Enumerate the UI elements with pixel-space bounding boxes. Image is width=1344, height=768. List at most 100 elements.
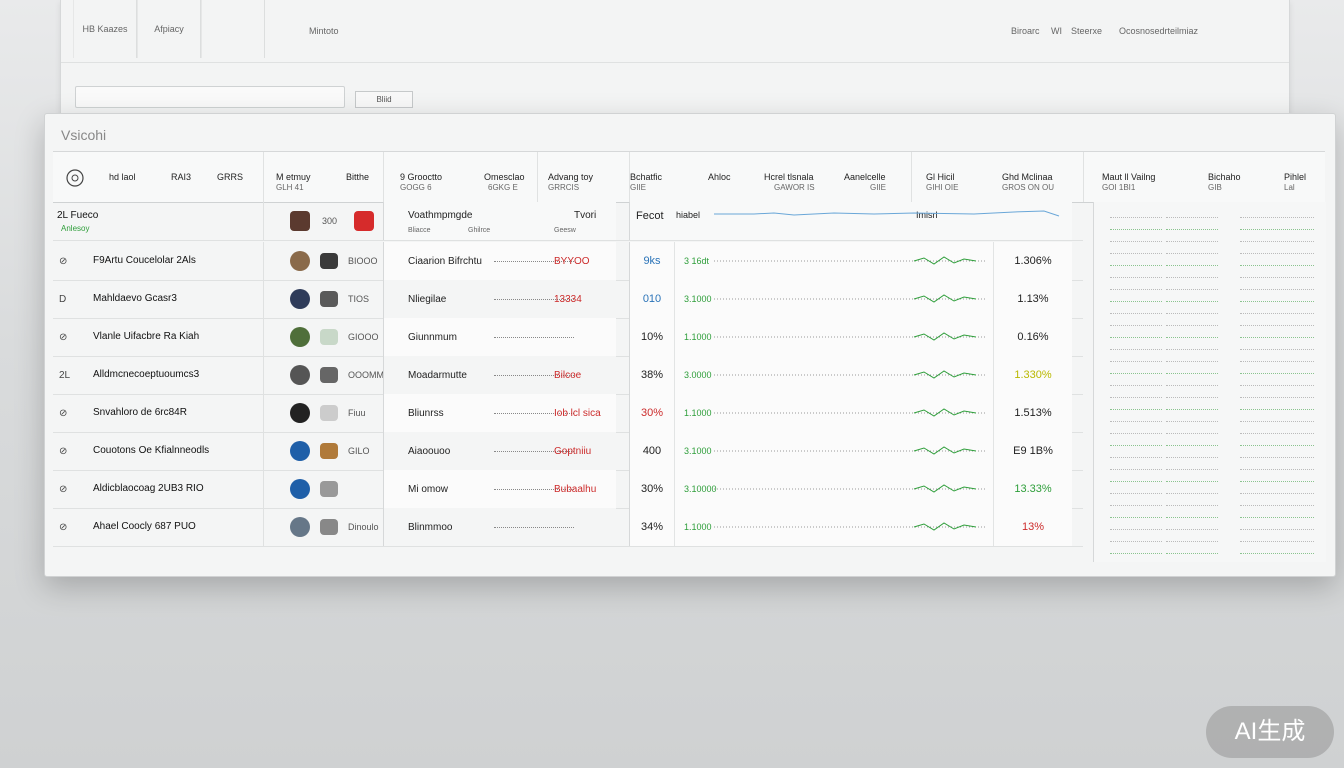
col-header-5[interactable]: Bitthe [346, 172, 370, 182]
row-a-sub-2: Ghilrce [468, 227, 491, 234]
col-header-14-sub: GROS ON OU [1002, 183, 1055, 192]
side-table-line [1240, 326, 1314, 338]
bg-right-label-2: WI [1051, 26, 1062, 36]
row-status-icon[interactable]: D [59, 294, 67, 305]
background-tabs: HB Kaazes Afpiacy [73, 0, 265, 60]
bg-search-input[interactable] [75, 86, 345, 108]
row-b-cell: 010 3.1000 1.13% [629, 280, 1072, 318]
side-table-line [1110, 542, 1162, 554]
row-media-text: 300 [322, 216, 338, 226]
row-b-cell: 34% 1.1000 13% [629, 508, 1072, 546]
bg-tab-2[interactable]: Afpiacy [137, 0, 201, 58]
settings-icon[interactable] [66, 169, 84, 187]
row-lead: 1.1000 [684, 522, 712, 532]
row-media-cell: BIOOO [263, 242, 384, 280]
col-header-9[interactable]: Bchatfic [630, 172, 663, 182]
side-table-line [1110, 434, 1162, 446]
row-status-icon[interactable]: ⊘ [59, 408, 68, 419]
row-name: Mahldaevo Gcasr3 [93, 293, 177, 304]
row-name: Couotons Oe Kfialnneodls [93, 445, 210, 456]
table-row[interactable]: D Mahldaevo Gcasr3 TIOS Nliegilae 13334 … [53, 280, 1083, 319]
col-header-6[interactable]: 9 Grooctto [400, 172, 443, 182]
row-lead: 3.10000 [684, 484, 717, 494]
thumbnail-image [290, 251, 310, 271]
side-table-line [1110, 446, 1162, 458]
col-header-8-sub: GRRCIS [548, 183, 580, 192]
col-header-14[interactable]: Ghd Mclinaa [1002, 172, 1053, 182]
table-row[interactable]: 2L Fueco Anlesoy 300 Voathmpmgde Tvori B… [53, 202, 1083, 241]
side-table-line [1240, 434, 1314, 446]
thumbnail-image [290, 441, 310, 461]
bg-tab-1[interactable]: HB Kaazes [73, 0, 137, 58]
col-header-7[interactable]: Omesclao [484, 172, 525, 182]
row-status-icon[interactable]: ⊘ [59, 484, 68, 495]
side-table-line [1240, 506, 1314, 518]
row-a-cell: Blinmmoo [383, 508, 616, 546]
table-row[interactable]: ⊘ Ahael Coocly 687 PUO Dinoulo Blinmmoo … [53, 508, 1083, 547]
col-header-8[interactable]: Advang toy [548, 172, 594, 182]
row-a-cell: Voathmpmgde Tvori Bliacce Ghilrce Geesw [383, 202, 616, 240]
row-media-text: GIOOO [348, 332, 379, 342]
row-status-icon[interactable]: ⊘ [59, 332, 68, 343]
side-table-line [1240, 386, 1314, 398]
bg-build-button[interactable]: Bliid [355, 91, 413, 108]
col-header-16[interactable]: Bichaho [1208, 172, 1241, 182]
table-row[interactable]: ⊘ F9Artu Coucelolar 2Als BIOOO Ciaarion … [53, 242, 1083, 281]
row-status-icon[interactable]: ⊘ [59, 446, 68, 457]
side-table-line [1166, 434, 1218, 446]
row-val: Imisrl [916, 210, 938, 220]
table-row[interactable]: ⊘ Snvahloro de 6rc84R Fiuu Bliunrss Iob … [53, 394, 1083, 433]
row-status-icon[interactable]: 2L [59, 370, 71, 381]
col-header-3[interactable]: GRRS [217, 172, 244, 182]
row-pct: Fecot [636, 210, 664, 222]
row-lead: 1.1000 [684, 408, 712, 418]
thumbnail-image [320, 519, 338, 535]
bg-right-label-1: Biroarc [1011, 26, 1040, 36]
row-status-icon[interactable]: ⊘ [59, 522, 68, 533]
thumbnail-image [320, 329, 338, 345]
row-a-cell: Nliegilae 13334 [383, 280, 616, 318]
row-b-cell: 400 3.1000 E9 1B% [629, 432, 1072, 470]
side-table-line [1240, 422, 1314, 434]
col-header-12[interactable]: Aanelcelle [844, 172, 886, 182]
bg-separator [61, 62, 1289, 63]
row-a-dotted-line [494, 489, 574, 490]
side-table-line [1166, 362, 1218, 374]
side-table-line [1166, 386, 1218, 398]
col-header-4[interactable]: M etmuy [276, 172, 311, 182]
col-header-2[interactable]: RAI3 [171, 172, 192, 182]
row-media-cell [263, 470, 384, 508]
row-b-cell: Fecot hiabel Imisrl [629, 202, 1072, 240]
watermark-badge: AI生成 [1206, 706, 1334, 758]
row-pct: 10% [630, 318, 675, 356]
thumbnail-image [290, 327, 310, 347]
col-header-10[interactable]: Ahloc [708, 172, 731, 182]
col-header-1[interactable]: hd laol [109, 172, 136, 182]
row-val: 13% [993, 508, 1072, 546]
row-media-cell: GIOOO [263, 318, 384, 356]
col-header-17[interactable]: Pihlel [1284, 172, 1307, 182]
row-a-left: Moadarmutte [408, 370, 467, 381]
col-header-11-sub: GAWOR IS [774, 183, 815, 192]
table-row[interactable]: ⊘ Couotons Oe Kfialnneodls GILO Aiaoouoo… [53, 432, 1083, 471]
side-table-line [1240, 206, 1314, 218]
row-sparkline [714, 332, 986, 341]
row-a-cell: Giunnmum [383, 318, 616, 356]
side-table-line [1166, 254, 1218, 266]
table-row[interactable]: ⊘ Aldicblaocoag 2UB3 RIO Mi omow Bubaalh… [53, 470, 1083, 509]
row-status-icon[interactable]: ⊘ [59, 256, 68, 267]
bg-tab-3[interactable] [201, 0, 265, 58]
col-header-13[interactable]: Gl Hicil [926, 172, 955, 182]
row-name-cell: ⊘ Vlanle Uifacbre Ra Kiah [53, 318, 263, 356]
side-table-line [1166, 446, 1218, 458]
col-header-17-sub: Lal [1284, 183, 1295, 192]
row-b-cell: 30% 1.1000 1.513% [629, 394, 1072, 432]
col-header-11[interactable]: Hcrel tlsnala [764, 172, 814, 182]
table-row[interactable]: ⊘ Vlanle Uifacbre Ra Kiah GIOOO Giunnmum… [53, 318, 1083, 357]
side-table-line [1110, 266, 1162, 278]
side-table-line [1166, 302, 1218, 314]
table-row[interactable]: 2L Alldmcnecoeptuoumcs3 OOOMMOO Moadarmu… [53, 356, 1083, 395]
col-header-15[interactable]: Maut ll Vailng [1102, 172, 1156, 182]
row-name-cell: ⊘ Snvahloro de 6rc84R [53, 394, 263, 432]
row-name: Vlanle Uifacbre Ra Kiah [93, 331, 200, 342]
